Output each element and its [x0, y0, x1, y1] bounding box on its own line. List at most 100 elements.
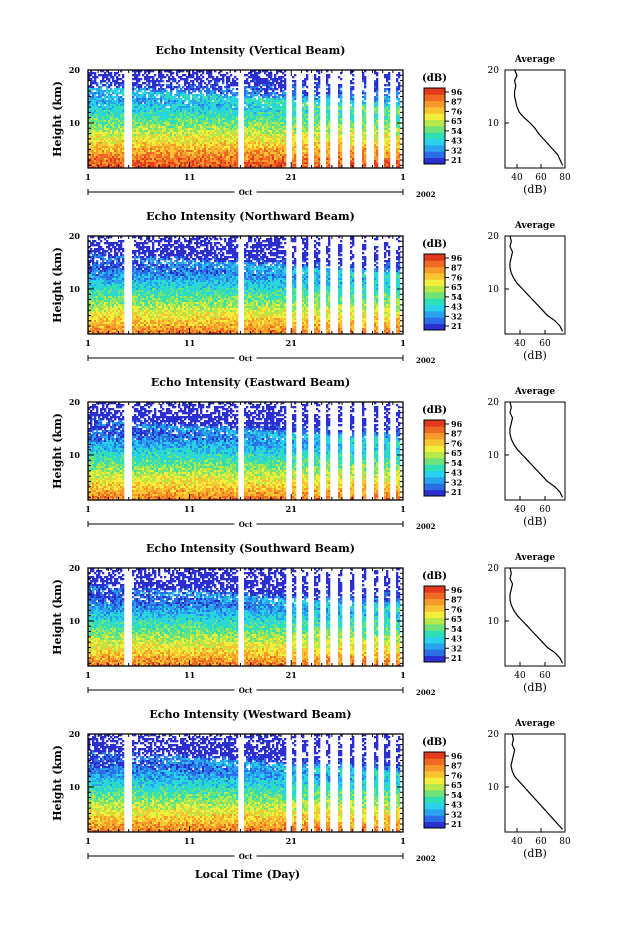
- colorbar-segment: [424, 624, 445, 631]
- month-label: Oct: [239, 520, 253, 529]
- x-tick-label: 1: [85, 670, 91, 680]
- colorbar-unit: (dB): [422, 239, 447, 250]
- colorbar-segment: [424, 298, 445, 306]
- colorbar-frame: [423, 253, 446, 331]
- average-title: Average: [514, 387, 555, 397]
- average-x-tick-label: 60: [539, 505, 551, 515]
- colorbar-segment: [424, 451, 445, 459]
- colorbar-tick-label: 32: [451, 477, 462, 487]
- average-profile-line: [509, 401, 564, 498]
- plot-frame: [87, 401, 404, 501]
- colorbar-tick-label: 76: [451, 106, 463, 116]
- colorbar-segment: [424, 285, 445, 293]
- average-profile-line: [509, 567, 564, 664]
- colorbar-unit: (dB): [422, 73, 447, 84]
- heatmap-3: [88, 402, 401, 500]
- colorbar-unit: (dB): [422, 405, 447, 416]
- x-tick-label: 11: [184, 504, 195, 514]
- colorbar-tick-label: 76: [451, 604, 463, 614]
- colorbar-segment: [424, 605, 445, 612]
- plot-frame: [87, 235, 404, 335]
- x-tick-label: 1: [85, 836, 91, 846]
- colorbar-segment: [424, 254, 445, 261]
- year-label: 2002: [416, 356, 436, 365]
- x-tick-label: 21: [286, 338, 297, 348]
- colorbar-segment: [424, 311, 445, 318]
- x-tick-label: 11: [184, 836, 195, 846]
- colorbar-segment: [424, 611, 445, 619]
- colorbar-segment: [424, 802, 445, 810]
- colorbar-tick-label: 43: [451, 634, 463, 644]
- average-title: Average: [514, 221, 555, 231]
- colorbar-tick-label: 87: [451, 97, 462, 107]
- colorbar-segment: [424, 317, 445, 325]
- colorbar-segment: [424, 758, 445, 766]
- colorbar-segment: [424, 151, 445, 159]
- colorbar-segment: [424, 119, 445, 127]
- year-label: 2002: [416, 522, 436, 531]
- colorbar-tick-label: 87: [451, 595, 462, 605]
- colorbar-tick-label: 43: [451, 800, 463, 810]
- colorbar-tick-label: 32: [451, 145, 462, 155]
- y-tick-label: 20: [69, 65, 81, 75]
- colorbar-segment: [424, 815, 445, 823]
- average-y-tick-label: 20: [488, 232, 500, 242]
- colorbar-segment: [424, 132, 445, 140]
- month-label: Oct: [239, 686, 253, 695]
- average-y-tick-label: 20: [488, 564, 500, 574]
- colorbar-tick-label: 54: [451, 624, 463, 634]
- colorbar-tick-label: 65: [451, 448, 462, 458]
- average-x-tick-label: 40: [514, 339, 526, 349]
- colorbar-segment: [424, 145, 445, 152]
- colorbar-tick-label: 65: [451, 614, 462, 624]
- average-title: Average: [514, 553, 555, 563]
- heatmap-2: [88, 236, 401, 334]
- colorbar-segment: [424, 420, 445, 427]
- x-tick-label: 21: [286, 836, 297, 846]
- colorbar-segment: [424, 439, 445, 446]
- average-x-tick-label: 80: [559, 173, 571, 183]
- average-profile-panel: Average 20 10 40 60(dB): [488, 553, 566, 694]
- average-profile-panel: Average 20 10 40 60 80 (dB): [488, 55, 571, 196]
- y-tick-label: 20: [69, 729, 81, 739]
- average-x-tick-label: 40: [514, 505, 526, 515]
- colorbar-tick-label: 96: [451, 585, 463, 595]
- colorbar-segment: [424, 126, 445, 133]
- colorbar-tick-label: 32: [451, 311, 462, 321]
- colorbar-tick-label: 76: [451, 438, 463, 448]
- x-tick-label: 1: [400, 504, 406, 514]
- y-axis-label: Height (km): [51, 745, 64, 821]
- average-frame: [504, 235, 566, 335]
- y-tick-label: 20: [69, 231, 81, 241]
- colorbar-segment: [424, 655, 445, 663]
- colorbar-segment: [424, 113, 445, 121]
- average-profile-line: [509, 235, 564, 332]
- x-tick-label: 1: [85, 504, 91, 514]
- average-profile-line: [513, 69, 564, 166]
- colorbar-tick-label: 54: [451, 126, 463, 136]
- x-tick-label: 21: [286, 670, 297, 680]
- chart-title: Echo Intensity (Eastward Beam): [151, 376, 350, 389]
- average-frame: [504, 401, 566, 501]
- x-tick-label: 1: [400, 338, 406, 348]
- colorbar-unit: (dB): [422, 571, 447, 582]
- colorbar-frame: [423, 751, 446, 829]
- colorbar-tick-label: 87: [451, 263, 462, 273]
- colorbar-tick-label: 43: [451, 468, 463, 478]
- average-title: Average: [514, 55, 555, 65]
- chart-title: Echo Intensity (Northward Beam): [146, 210, 355, 223]
- colorbar-tick-label: 43: [451, 136, 463, 146]
- colorbar-segment: [424, 764, 445, 772]
- y-axis-label: Height (km): [51, 579, 64, 655]
- average-y-tick-label: 10: [488, 617, 500, 627]
- colorbar-tick-label: 87: [451, 429, 462, 439]
- average-x-label: (dB): [523, 349, 547, 362]
- average-y-tick-label: 20: [488, 730, 500, 740]
- colorbar-segment: [424, 432, 445, 440]
- colorbar-tick-label: 96: [451, 87, 463, 97]
- panel-4: Echo Intensity (Southward Beam)1 11 21 1Oct…: [51, 542, 566, 697]
- colorbar-tick-label: 54: [451, 458, 463, 468]
- colorbar-segment: [424, 426, 445, 434]
- average-x-tick-label: 80: [559, 837, 571, 847]
- average-title: Average: [514, 719, 555, 729]
